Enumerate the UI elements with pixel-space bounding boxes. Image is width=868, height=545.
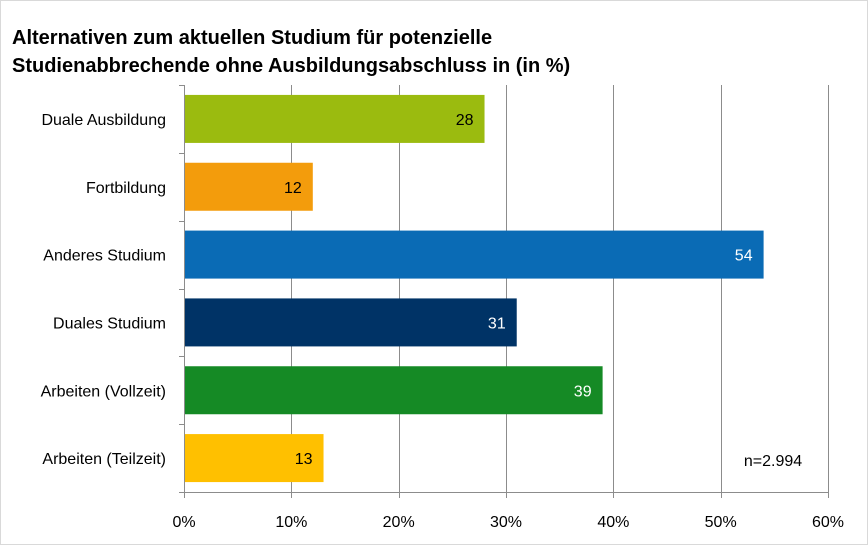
bar: [185, 230, 764, 279]
bar: [185, 434, 324, 483]
chart-title: Alternativen zum aktuellen Studium für p…: [12, 24, 570, 80]
chart-title-line-2: Studienabbrechende ohne Ausbildungsabsch…: [12, 55, 571, 77]
data-label: 12: [284, 180, 302, 197]
bar: [185, 94, 485, 143]
x-tick-label: 10%: [275, 514, 307, 531]
x-tick-label: 50%: [705, 514, 737, 531]
category-label: Arbeiten (Vollzeit): [41, 383, 166, 400]
chart-title-line-1: Alternativen zum aktuellen Studium für p…: [12, 27, 493, 49]
data-label: 39: [574, 383, 592, 400]
x-tick-label: 0%: [172, 514, 195, 531]
bar: [185, 366, 603, 415]
category-label: Fortbildung: [86, 180, 166, 197]
sample-size-note: n=2.994: [744, 453, 802, 470]
category-label: Duales Studium: [53, 315, 166, 332]
x-tick-label: 60%: [812, 514, 844, 531]
data-label: 28: [456, 112, 474, 129]
x-tick-label: 40%: [597, 514, 629, 531]
category-label: Duale Ausbildung: [41, 112, 166, 129]
x-tick-label: 30%: [490, 514, 522, 531]
category-label: Arbeiten (Teilzeit): [42, 451, 166, 468]
data-label: 54: [735, 248, 753, 265]
category-label: Anderes Studium: [43, 248, 166, 265]
data-label: 31: [488, 315, 506, 332]
data-label: 13: [295, 451, 313, 468]
bar: [185, 162, 313, 211]
bar: [185, 298, 517, 347]
x-tick-label: 20%: [383, 514, 415, 531]
